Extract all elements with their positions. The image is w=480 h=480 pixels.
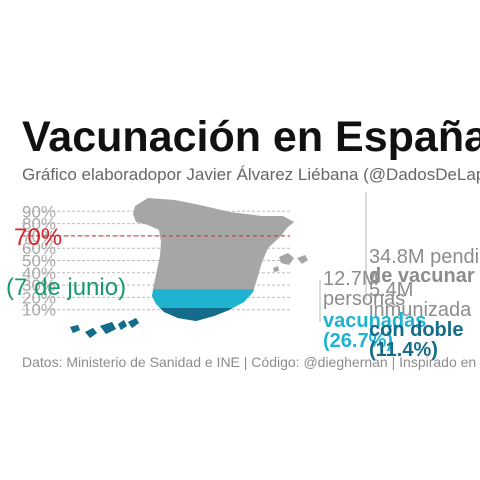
vaccinated-line1: 12.7M [323, 268, 379, 290]
chart-subtitle: Gráfico elaboradopor Javier Álvarez Liéb… [22, 165, 480, 184]
double-line1: 5.4M [369, 279, 413, 301]
level-label-30: 30% [22, 276, 56, 295]
double-line2: inmunizada [369, 299, 472, 321]
pending-line2: de vacunar [369, 265, 475, 287]
level-label-10: 10% [22, 301, 56, 320]
vaccinated-line2: personas [323, 288, 405, 310]
vaccinated-line4: (26.7%) [323, 330, 393, 352]
double-line3: con doble [369, 319, 463, 341]
level-label-80: 80% [22, 215, 56, 234]
level-label-90: 90% [22, 202, 56, 221]
chart-title: Vacunación en España [22, 113, 480, 161]
pending-line1: 34.8M pendientes [369, 246, 480, 268]
target-label: 70% [14, 224, 62, 251]
date-label: (7 de junio) [6, 274, 126, 301]
vaccinated-line3: vacunadas [323, 310, 426, 332]
double-dose-fill [70, 307, 308, 338]
double-line4: (11.4%) [369, 339, 438, 361]
chart-caption: Datos: Ministerio de Sanidad e INE | Cód… [22, 354, 480, 370]
level-label-60: 60% [22, 239, 56, 258]
spain-map [70, 198, 308, 338]
level-label-40: 40% [22, 264, 56, 283]
level-label-20: 20% [22, 288, 56, 307]
level-label-50: 50% [22, 252, 56, 271]
